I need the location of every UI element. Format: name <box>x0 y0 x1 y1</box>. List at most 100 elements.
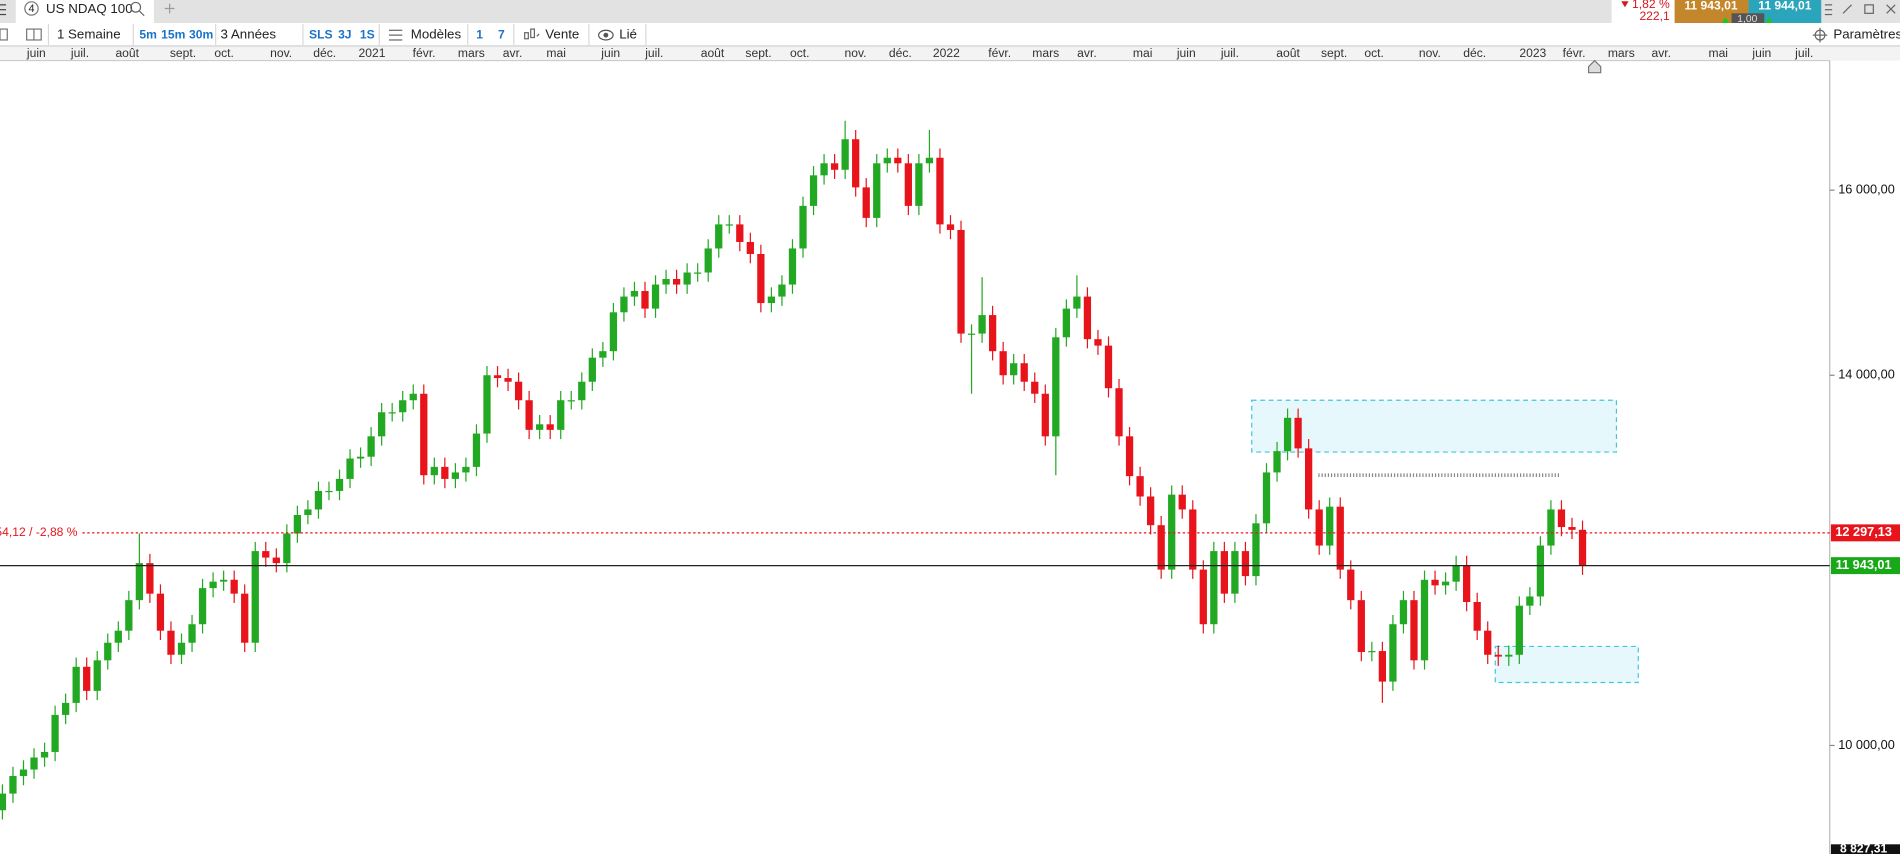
candle-body <box>335 478 344 491</box>
tab-number-circle <box>24 1 39 16</box>
x-tick-label: avr. <box>1077 46 1097 60</box>
x-tick-label: juin <box>1751 46 1771 60</box>
candle-body <box>1452 564 1460 582</box>
candle-body <box>283 533 291 564</box>
x-tick-label: août <box>701 46 725 60</box>
period-select[interactable]: 1 Semaine <box>57 27 121 42</box>
candle-body <box>399 400 407 413</box>
y-tick-label: 16 000,00 <box>1838 182 1895 197</box>
candle-body <box>230 579 238 594</box>
price-line-note: 54,12 / -2,88 % <box>0 525 78 539</box>
bid-price[interactable]: 11 943,01 <box>1684 0 1737 12</box>
candle-body <box>1420 579 1429 661</box>
interval-button[interactable]: 15m <box>161 27 185 41</box>
range-select[interactable]: 3 Années <box>221 27 277 42</box>
window-controls[interactable] <box>1824 4 1896 16</box>
candle-body <box>314 490 323 510</box>
tab-number: 4 <box>28 3 34 15</box>
candle-body <box>609 312 618 352</box>
candle-body <box>1347 569 1355 601</box>
candle-body <box>725 224 733 226</box>
candle-body <box>72 666 80 703</box>
candle-body <box>1578 529 1587 566</box>
toolbar <box>0 23 1900 47</box>
candle-body <box>1315 509 1323 546</box>
order-button[interactable]: Vente <box>545 27 579 42</box>
interval-button[interactable]: 5m <box>139 27 157 41</box>
x-tick-label: avr. <box>1652 46 1672 60</box>
mode-button[interactable]: 3J <box>338 27 351 41</box>
settings-button[interactable]: Paramètres <box>1833 27 1900 42</box>
candle-body <box>788 248 797 285</box>
y-tick-label: 14 000,00 <box>1838 367 1895 382</box>
candle-body <box>483 375 491 434</box>
order-icon[interactable] <box>524 28 540 40</box>
add-tab[interactable] <box>164 3 175 14</box>
quote-change-box <box>1611 0 1675 24</box>
candle-body <box>651 284 660 309</box>
x-tick-label: nov. <box>270 46 292 60</box>
candle-body <box>472 433 481 467</box>
candle-body <box>493 375 502 379</box>
candle-body <box>1220 551 1229 594</box>
home-icon[interactable] <box>1587 59 1602 74</box>
candle-body <box>1273 451 1281 473</box>
candle-body <box>820 163 828 176</box>
candle-body <box>1568 527 1576 530</box>
down-arrow <box>1621 1 1629 8</box>
search-icon[interactable] <box>130 1 145 17</box>
link-icon[interactable] <box>597 29 614 41</box>
candle-body <box>1241 551 1250 577</box>
candle-body <box>778 284 786 297</box>
candle-body <box>93 660 101 691</box>
candle-body <box>209 581 217 589</box>
x-tick-label: mars <box>1608 46 1635 60</box>
mode-button[interactable]: 1S <box>360 27 375 41</box>
x-tick-label: oct. <box>214 46 234 60</box>
candle-body <box>852 139 860 188</box>
interval-button[interactable]: 30m <box>189 27 213 41</box>
tab[interactable] <box>15 0 154 24</box>
x-tick-label: juin <box>600 46 620 60</box>
candle-body <box>325 490 333 493</box>
count-button[interactable]: 7 <box>498 27 505 41</box>
candle-body <box>1146 496 1155 526</box>
candle-body <box>378 412 386 437</box>
candle-body <box>1083 296 1092 340</box>
mode-button[interactable]: SLS <box>309 27 333 41</box>
candle-body <box>1125 436 1134 477</box>
candle-body <box>1157 525 1165 570</box>
x-tick-label: mai <box>1708 46 1728 60</box>
candle-body <box>883 157 891 164</box>
bid-tick <box>1721 16 1730 24</box>
x-tick-label: 2021 <box>359 46 386 60</box>
x-tick-label: 2022 <box>933 46 960 60</box>
x-tick-label: avr. <box>503 46 523 60</box>
candle-body <box>736 224 744 242</box>
tab-title[interactable]: US NDAQ 100 <box>46 1 133 16</box>
templates-button[interactable]: Modèles <box>411 27 462 42</box>
candle-body <box>251 551 259 643</box>
templates-icon[interactable] <box>388 29 403 41</box>
candle-body <box>641 291 649 309</box>
candle-body <box>1368 651 1376 653</box>
candle-body <box>51 714 59 752</box>
candle-body <box>241 593 249 643</box>
x-tick-label: déc. <box>1463 46 1486 60</box>
count-button[interactable]: 1 <box>476 27 483 41</box>
candle-body <box>1399 600 1408 625</box>
candle-body <box>925 157 934 164</box>
candle-body <box>1484 630 1492 655</box>
candle-body <box>1294 417 1302 449</box>
settings-icon[interactable] <box>1812 27 1828 43</box>
candle-body <box>19 769 28 777</box>
panel-icons[interactable] <box>0 28 42 41</box>
menu-icon[interactable] <box>0 4 7 16</box>
candle-body <box>578 381 586 401</box>
candle-body <box>525 400 533 430</box>
link-button[interactable]: Lié <box>619 27 637 42</box>
ask-price[interactable]: 11 944,01 <box>1758 0 1811 12</box>
tab-bar <box>0 0 1900 24</box>
